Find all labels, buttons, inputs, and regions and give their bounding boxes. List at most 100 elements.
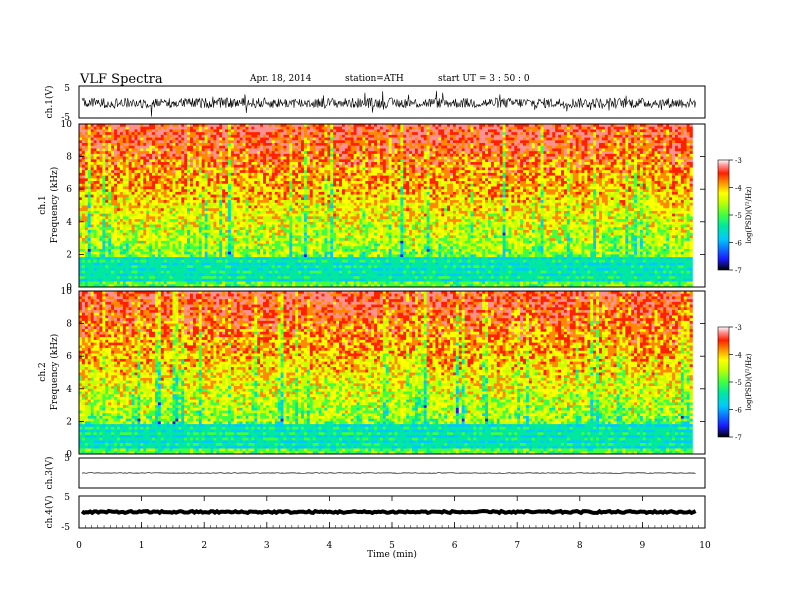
spectrogram-cell bbox=[462, 151, 465, 154]
spectrogram-cell bbox=[292, 138, 295, 141]
spectrogram-cell bbox=[573, 148, 576, 151]
spectrogram-cell bbox=[666, 157, 669, 160]
spectrogram-cell bbox=[292, 127, 295, 130]
spectrogram-cell bbox=[584, 143, 587, 146]
spectrogram-cell bbox=[146, 143, 149, 146]
spectrogram-cell bbox=[523, 146, 526, 149]
spectrogram-cell bbox=[678, 162, 681, 165]
spectrogram-cell bbox=[532, 127, 535, 130]
spectrogram-cell bbox=[593, 148, 596, 151]
spectrogram-cell bbox=[257, 162, 260, 165]
spectrogram-cell bbox=[470, 151, 473, 154]
spectrogram-cell bbox=[470, 129, 473, 132]
spectrogram-cell bbox=[295, 143, 298, 146]
spectrogram-cell bbox=[231, 167, 234, 170]
spectrogram-cell bbox=[435, 135, 438, 138]
spectrogram-cell bbox=[631, 132, 634, 135]
spectrogram-cell bbox=[590, 143, 593, 146]
spectrogram-cell bbox=[681, 143, 684, 146]
spectrogram-cell bbox=[269, 162, 272, 165]
spectrogram-cell bbox=[581, 129, 584, 132]
spectrogram-cell bbox=[208, 148, 211, 151]
spectrogram-cell bbox=[310, 129, 313, 132]
spectrogram-cell bbox=[161, 129, 164, 132]
spectrogram-cell bbox=[684, 146, 687, 149]
spectrogram-cell bbox=[617, 165, 620, 168]
spectrogram-cell bbox=[231, 140, 234, 143]
spectrogram-cell bbox=[415, 140, 418, 143]
spectrogram-cell bbox=[275, 138, 278, 141]
spectrogram-cell bbox=[465, 135, 468, 138]
spectrogram-cell bbox=[652, 154, 655, 157]
spectrogram-cell bbox=[377, 162, 380, 165]
spectrogram-cell bbox=[511, 157, 514, 160]
spectrogram-cell bbox=[622, 146, 625, 149]
spectrogram-cell bbox=[158, 135, 161, 138]
spectrogram-cell bbox=[368, 167, 371, 170]
spectrogram-cell bbox=[304, 159, 307, 162]
spectrogram-cell bbox=[459, 135, 462, 138]
spectrogram-cell bbox=[313, 132, 316, 135]
spectrogram-cell bbox=[421, 165, 424, 168]
spectrogram-cell bbox=[678, 138, 681, 141]
spectrogram-cell bbox=[167, 129, 170, 132]
spectrogram-cell bbox=[608, 165, 611, 168]
spectrogram-cell bbox=[386, 146, 389, 149]
spectrogram-cell bbox=[453, 129, 456, 132]
spectrogram-cell bbox=[628, 129, 631, 132]
spectrogram-cell bbox=[158, 146, 161, 149]
spectrogram-cell bbox=[564, 143, 567, 146]
spectrogram-cell bbox=[529, 129, 532, 132]
spectrogram-cell bbox=[479, 146, 482, 149]
spectrogram-cell bbox=[514, 129, 517, 132]
spectrogram-cell bbox=[552, 167, 555, 170]
spectrogram-cell bbox=[494, 148, 497, 151]
spectrogram-cell bbox=[599, 151, 602, 154]
spectrogram-cell bbox=[330, 143, 333, 146]
spectrogram-cell bbox=[149, 127, 152, 130]
spectrogram-cell bbox=[135, 129, 138, 132]
spectrogram-cell bbox=[459, 162, 462, 165]
spectrogram-cell bbox=[529, 138, 532, 141]
spectrogram-cell bbox=[543, 165, 546, 168]
spectrogram-cell bbox=[488, 135, 491, 138]
spectrogram-cell bbox=[202, 135, 205, 138]
spectrogram-cell bbox=[517, 135, 520, 138]
spectrogram-cell bbox=[438, 143, 441, 146]
spectrogram-cell bbox=[397, 154, 400, 157]
spectrogram-cell bbox=[263, 167, 266, 170]
spectrogram-cell bbox=[555, 127, 558, 130]
spectrogram-cell bbox=[395, 140, 398, 143]
spectrogram-cell bbox=[468, 146, 471, 149]
spectrogram-cell bbox=[345, 148, 348, 151]
spectrogram-cell bbox=[161, 138, 164, 141]
spectrogram-cell bbox=[354, 129, 357, 132]
spectrogram-cell bbox=[108, 132, 111, 135]
spectrogram-cell bbox=[672, 146, 675, 149]
spectrogram-cell bbox=[526, 162, 529, 165]
spectrogram-cell bbox=[240, 143, 243, 146]
spectrogram-cell bbox=[576, 165, 579, 168]
spectrogram-cell bbox=[652, 143, 655, 146]
spectrogram-cell bbox=[473, 132, 476, 135]
spectrogram-cell bbox=[359, 132, 362, 135]
spectrogram-cell bbox=[441, 132, 444, 135]
spectrogram-cell bbox=[543, 157, 546, 160]
spectrogram-cell bbox=[272, 146, 275, 149]
spectrogram-cell bbox=[143, 159, 146, 162]
spectrogram-cell bbox=[538, 148, 541, 151]
spectrogram-cell bbox=[438, 138, 441, 141]
spectrogram-cell bbox=[614, 159, 617, 162]
spectrogram-cell bbox=[374, 143, 377, 146]
spectrogram-cell bbox=[605, 162, 608, 165]
spectrogram-cell bbox=[596, 157, 599, 160]
spectrogram-cell bbox=[304, 157, 307, 160]
spectrogram-cell bbox=[608, 135, 611, 138]
spectrogram-cell bbox=[470, 132, 473, 135]
spectrogram-cell bbox=[561, 154, 564, 157]
spectrogram-cell bbox=[108, 162, 111, 165]
spectrogram-cell bbox=[283, 146, 286, 149]
spectrogram-cell bbox=[482, 165, 485, 168]
spectrogram-cell bbox=[146, 129, 149, 132]
spectrogram-cell bbox=[91, 148, 94, 151]
